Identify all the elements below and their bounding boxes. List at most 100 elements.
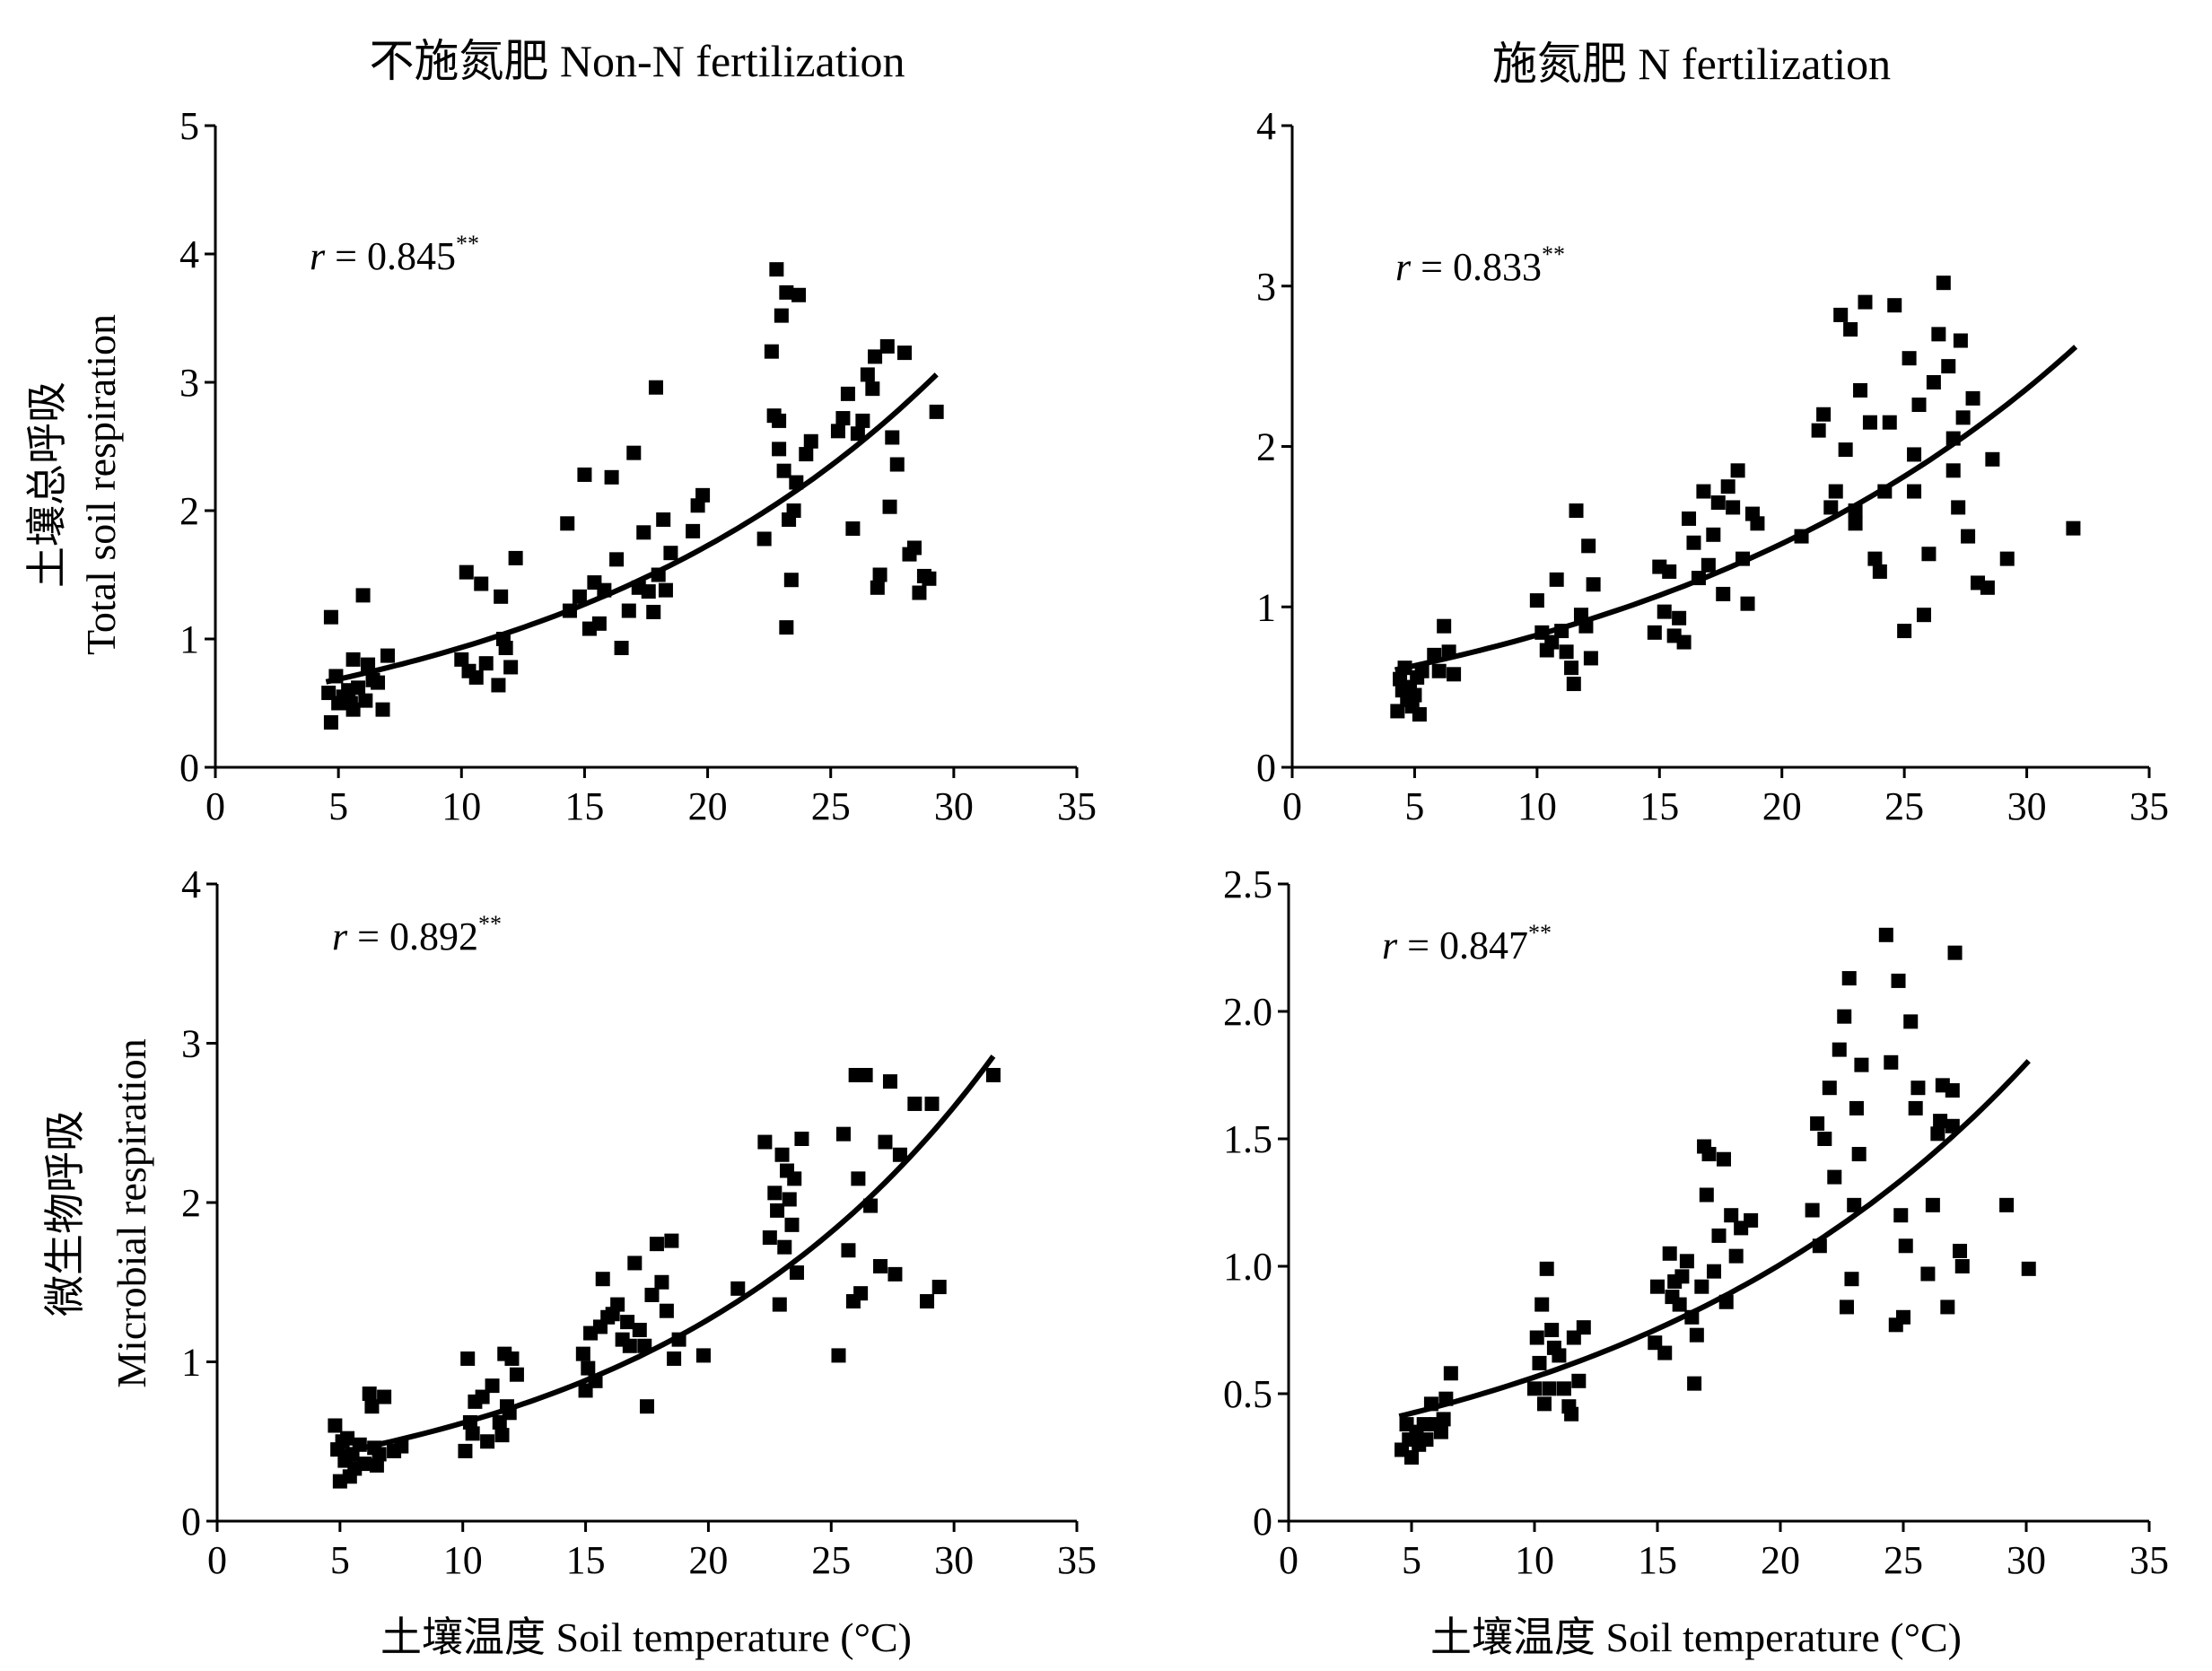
y-tick-label: 1.0 <box>1223 1245 1272 1289</box>
scatter-point <box>369 1457 384 1473</box>
y-tick-label: 4 <box>181 862 201 906</box>
scatter-point <box>1811 423 1826 438</box>
scatter-point <box>855 413 870 428</box>
x-tick-label: 30 <box>2007 1538 2046 1582</box>
scatter-point <box>892 1147 907 1162</box>
scatter-point <box>494 1428 510 1443</box>
scatter-point <box>1810 1115 1825 1131</box>
scatter-point <box>1999 551 2015 566</box>
scatter-point <box>654 1274 669 1290</box>
scatter-point <box>858 1068 873 1082</box>
scatter-point <box>767 1185 783 1201</box>
x-tick-label: 25 <box>1884 1538 1923 1582</box>
scatter-points <box>321 262 944 730</box>
x-tick-label: 25 <box>811 784 851 828</box>
scatter-point <box>885 430 900 445</box>
scatter-point <box>1676 634 1692 650</box>
scatter-point <box>1564 661 1579 676</box>
scatter-point <box>1961 529 1976 544</box>
scatter-point <box>1566 677 1581 692</box>
scatter-point <box>850 426 865 442</box>
y-tick-label: 0 <box>179 746 199 790</box>
scatter-point <box>929 404 944 419</box>
scatter-point <box>380 648 395 663</box>
y-tick-label: 1 <box>179 617 199 661</box>
scatter-point <box>468 669 484 685</box>
y-axis-label-top-cn: 土壤总呼吸 <box>24 381 70 588</box>
correlation-annotation: r = 0.892** <box>332 911 502 958</box>
x-tick-label: 5 <box>1402 1538 1421 1582</box>
scatter-point <box>1556 1381 1571 1396</box>
scatter-point <box>1699 1187 1714 1203</box>
x-axis-label-right: 土壤温度 Soil temperature (°C) <box>1430 1614 1962 1660</box>
scatter-point <box>789 1265 804 1281</box>
chart-panel-4: 0 5 10 15 20 25 30 35 0 0.5 1.0 1.5 2.0 2.5 r = 0.847*… <box>1223 862 2169 1582</box>
scatter-point <box>1657 604 1672 619</box>
x-tick-label: 25 <box>811 1538 851 1582</box>
x-tick-label: 15 <box>566 1538 606 1582</box>
scatter-point <box>1891 973 1906 988</box>
scatter-point <box>1884 1054 1899 1070</box>
scatter-point <box>345 652 361 667</box>
scatter-point <box>782 1192 797 1207</box>
scatter-point <box>641 584 656 599</box>
scatter-point <box>1841 971 1857 986</box>
r-symbol: r <box>1395 245 1421 289</box>
r-value: = 0.833 <box>1421 245 1542 289</box>
scatter-point <box>1887 298 1902 313</box>
scatter-point <box>357 1457 372 1472</box>
scatter-point <box>1926 375 1941 389</box>
scatter-point <box>912 585 927 600</box>
scatter-point <box>1679 1254 1694 1269</box>
scatter-point <box>377 1389 392 1404</box>
scatter-point <box>1576 1320 1591 1335</box>
scatter-point <box>774 1147 790 1162</box>
scatter-point <box>1965 390 1980 406</box>
scatter-point <box>1854 1057 1869 1072</box>
scatter-point <box>478 656 494 671</box>
scatter-point <box>474 576 489 591</box>
r-symbol: r <box>332 914 357 958</box>
scatter-point <box>355 588 371 603</box>
scatter-point <box>485 1378 500 1394</box>
scatter-point <box>777 1239 792 1255</box>
scatter-point <box>577 467 592 482</box>
y-label-top-cn-group: 土壤总呼吸 <box>24 381 70 588</box>
scatter-point <box>627 1255 643 1271</box>
correlation-annotation: r = 0.845** <box>310 231 479 278</box>
scatter-point <box>1569 503 1584 518</box>
scatter-point <box>1564 1406 1579 1422</box>
scatter-point <box>323 714 338 730</box>
scatter-point <box>1529 1330 1544 1345</box>
y-tick-label: 3 <box>179 361 199 405</box>
fit-curve <box>1394 345 2078 673</box>
scatter-point <box>931 1280 947 1295</box>
scatter-point <box>1849 1100 1864 1115</box>
y-tick-label: 2 <box>181 1181 201 1225</box>
scatter-point <box>1583 651 1598 666</box>
scatter-point <box>1728 1248 1744 1264</box>
scatter-point <box>1720 479 1736 494</box>
scatter-point <box>1805 1203 1820 1218</box>
scatter-point <box>1686 535 1701 550</box>
scatter-point <box>1931 327 1946 342</box>
scatter-point <box>491 678 506 693</box>
scatter-point <box>1898 1238 1913 1254</box>
scatter-point <box>351 680 366 696</box>
scatter-point <box>609 552 625 567</box>
scatter-point <box>632 1323 647 1337</box>
scatter-point <box>786 503 801 518</box>
scatter-point <box>1552 1348 1567 1363</box>
scatter-point <box>1945 1083 1960 1098</box>
scatter-point <box>1916 608 1931 623</box>
scatter-point <box>1953 333 1968 348</box>
scatter-point <box>757 1134 773 1150</box>
y-tick-label: 0 <box>1256 746 1276 790</box>
y-tick-label: 3 <box>1256 265 1276 309</box>
r-significance: ** <box>478 911 502 937</box>
x-axis-label-left: 土壤温度 Soil temperature (°C) <box>380 1614 912 1660</box>
scatter-point <box>1431 663 1447 678</box>
scatter-point <box>591 616 607 631</box>
scatter-point <box>358 693 373 708</box>
scatter-point <box>595 1272 610 1287</box>
